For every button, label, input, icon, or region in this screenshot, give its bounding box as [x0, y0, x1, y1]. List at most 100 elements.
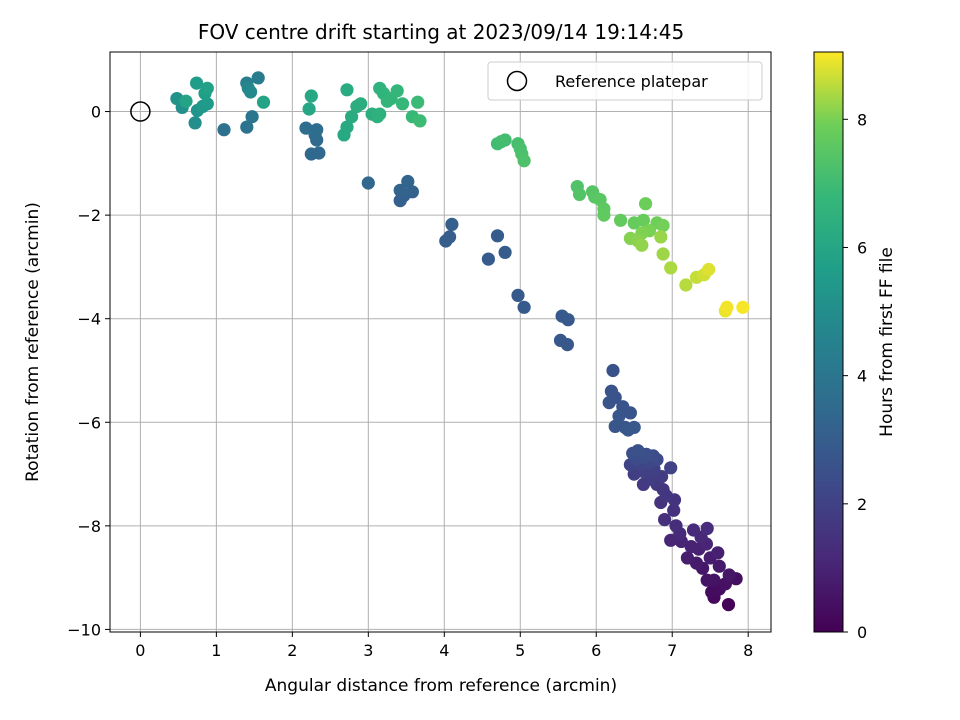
scatter-point: [639, 197, 653, 211]
scatter-point: [736, 300, 750, 314]
scatter-point: [664, 533, 678, 547]
scatter-point: [636, 213, 651, 227]
y-axis-label: Rotation from reference (arcmin): [23, 202, 43, 482]
x-tick-label: 3: [363, 641, 373, 660]
colorbar-tick-label: 6: [857, 238, 867, 257]
scatter-point: [700, 521, 714, 536]
scatter-point: [345, 110, 359, 124]
x-tick-label: 8: [743, 641, 753, 660]
scatter-point: [602, 396, 616, 410]
scatter-point: [445, 217, 459, 231]
scatter-point: [310, 123, 324, 137]
plot-background: [110, 52, 771, 632]
scatter-point: [654, 230, 668, 244]
scatter-point: [200, 97, 214, 111]
scatter-point: [373, 107, 387, 121]
scatter-point: [354, 97, 368, 111]
y-tick-label: −2: [77, 206, 101, 225]
x-tick-label: 6: [591, 641, 601, 660]
colorbar-tick-label: 0: [857, 623, 867, 642]
y-tick-label: −4: [77, 310, 101, 329]
scatter-point: [686, 523, 701, 537]
scatter-point: [395, 97, 410, 111]
scatter-point: [711, 546, 725, 560]
scatter-point: [361, 176, 375, 190]
scatter-point: [680, 551, 695, 565]
scatter-point: [606, 363, 620, 378]
scatter-point: [390, 84, 404, 98]
scatter-point: [490, 229, 505, 243]
scatter-point: [200, 81, 214, 95]
x-tick-label: 4: [439, 641, 449, 660]
scatter-point: [722, 568, 736, 582]
scatter-point: [608, 419, 622, 433]
scatter-point: [679, 278, 693, 292]
scatter-point: [612, 409, 626, 423]
colorbar-gradient: [814, 52, 843, 632]
scatter-point: [664, 461, 678, 475]
scatter-point: [405, 185, 419, 199]
scatter-point: [256, 95, 271, 109]
scatter-point: [302, 102, 316, 116]
scatter-point: [720, 300, 734, 314]
legend: Reference platepar: [487, 61, 763, 101]
scatter-point: [621, 423, 635, 437]
scatter-point: [614, 213, 628, 227]
chart-title: FOV centre drift starting at 2023/09/14 …: [198, 20, 684, 44]
colorbar: 0 2 4 6 8 Hours from first FF file: [813, 51, 897, 642]
scatter-point: [411, 95, 425, 109]
x-tick-label: 0: [135, 641, 145, 660]
y-axis-ticks: −10 −8 −6 −4 −2 0: [67, 103, 110, 639]
scatter-point: [340, 120, 354, 134]
y-tick-label: −8: [77, 517, 101, 536]
scatter-point: [299, 121, 313, 135]
scatter-point: [712, 559, 726, 573]
x-tick-label: 7: [667, 641, 677, 660]
scatter-point: [631, 444, 645, 458]
y-tick-label: −10: [67, 620, 101, 639]
x-tick-label: 2: [287, 641, 297, 660]
x-tick-label: 5: [515, 641, 525, 660]
scatter-point: [251, 71, 265, 85]
scatter-point: [188, 116, 202, 130]
scatter-point: [217, 123, 231, 137]
scatter-point: [304, 147, 318, 161]
x-tick-label: 1: [211, 641, 221, 660]
scatter-point: [702, 262, 716, 277]
scatter-point: [658, 513, 672, 527]
scatter-point: [517, 300, 531, 314]
scatter-point: [623, 406, 638, 420]
legend-label: Reference platepar: [555, 72, 708, 91]
scatter-point: [401, 174, 415, 189]
scatter-point: [498, 133, 512, 147]
scatter-point: [667, 503, 681, 517]
scatter-point: [553, 333, 568, 347]
x-axis-label: Angular distance from reference (arcmin): [265, 676, 617, 696]
legend-box: [487, 61, 763, 101]
scatter-point: [498, 245, 512, 259]
scatter-point: [721, 598, 736, 612]
scatter-point: [481, 252, 495, 266]
y-tick-label: −6: [77, 413, 101, 432]
scatter-point: [635, 238, 649, 252]
colorbar-frame: [813, 51, 844, 633]
data-points: [170, 71, 750, 612]
legend-reference-marker: [506, 70, 528, 92]
scatter-point: [179, 94, 193, 108]
scatter-point: [700, 573, 714, 587]
colorbar-tick-label: 8: [857, 110, 867, 129]
scatter-point: [413, 114, 427, 128]
scatter-point: [561, 313, 575, 327]
plot-frame: [109, 51, 772, 633]
scatter-point: [240, 120, 254, 134]
scatter-point: [393, 183, 407, 197]
scatter-point: [304, 89, 318, 103]
scatter-point: [656, 218, 670, 233]
colorbar-label: Hours from first FF file: [877, 247, 897, 437]
scatter-point: [245, 110, 259, 124]
x-axis-ticks: 0 1 2 3 4 5 6 7 8: [135, 632, 753, 660]
scatter-point: [340, 83, 354, 97]
colorbar-tick-label: 4: [857, 367, 867, 386]
scatter-point: [664, 261, 678, 275]
y-tick-label: 0: [91, 103, 101, 122]
